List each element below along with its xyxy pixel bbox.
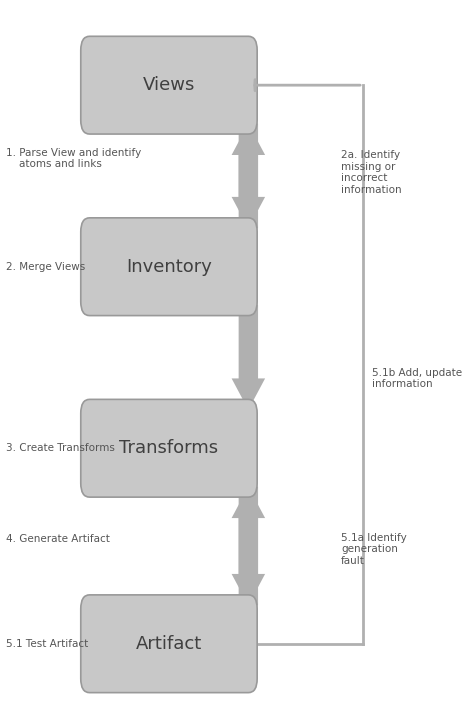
Text: 4. Generate Artifact: 4. Generate Artifact xyxy=(6,534,110,544)
FancyBboxPatch shape xyxy=(81,218,257,315)
Text: Inventory: Inventory xyxy=(126,258,212,275)
Text: 3. Create Transforms: 3. Create Transforms xyxy=(6,443,114,454)
Polygon shape xyxy=(232,123,265,229)
Text: 2a. Identify
missing or
incorrect
information: 2a. Identify missing or incorrect inform… xyxy=(341,150,401,195)
Text: 5.1 Test Artifact: 5.1 Test Artifact xyxy=(6,639,88,648)
Text: Artifact: Artifact xyxy=(136,634,202,653)
Polygon shape xyxy=(232,305,265,410)
Text: 5.1b Add, update
information: 5.1b Add, update information xyxy=(372,367,462,389)
Polygon shape xyxy=(232,123,265,229)
FancyBboxPatch shape xyxy=(81,595,257,693)
Text: Views: Views xyxy=(143,76,195,94)
Polygon shape xyxy=(232,486,265,606)
FancyBboxPatch shape xyxy=(81,36,257,134)
Text: 2. Merge Views: 2. Merge Views xyxy=(6,261,85,272)
FancyBboxPatch shape xyxy=(81,400,257,497)
Text: 1. Parse View and identify
    atoms and links: 1. Parse View and identify atoms and lin… xyxy=(6,148,141,169)
Text: Transforms: Transforms xyxy=(119,440,218,457)
Polygon shape xyxy=(232,486,265,606)
Text: 5.1a Identify
generation
fault: 5.1a Identify generation fault xyxy=(341,533,407,566)
